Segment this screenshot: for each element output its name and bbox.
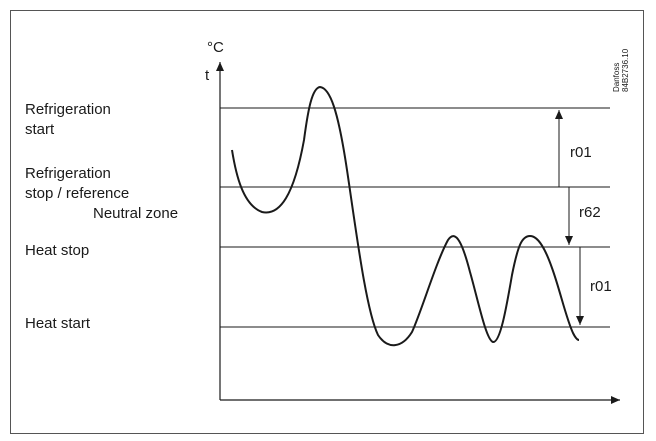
heat-start-label: Heat start (25, 315, 91, 332)
y-unit-label: °C (207, 39, 224, 56)
refrigeration-stop-label-line2: stop / reference (25, 185, 129, 202)
heat-stop-label: Heat stop (25, 242, 89, 259)
diagram-frame (10, 10, 644, 434)
danfoss-watermark: Danfoss 84B2736.10 (612, 48, 630, 92)
refrigeration-start-label-line1: Refrigeration (25, 101, 111, 118)
r01-upper-label: r01 (570, 144, 592, 161)
watermark-code: 84B2736.10 (621, 48, 630, 92)
refrigeration-stop-label-line1: Refrigeration (25, 165, 111, 182)
y-symbol-label: t (205, 67, 210, 84)
r01-lower-label: r01 (590, 278, 612, 295)
watermark-brand: Danfoss (612, 63, 621, 92)
r62-label: r62 (579, 204, 601, 221)
refrigeration-start-label-line2: start (25, 121, 55, 138)
temperature-curve (231, 85, 580, 347)
neutral-zone-label: Neutral zone (93, 205, 178, 222)
